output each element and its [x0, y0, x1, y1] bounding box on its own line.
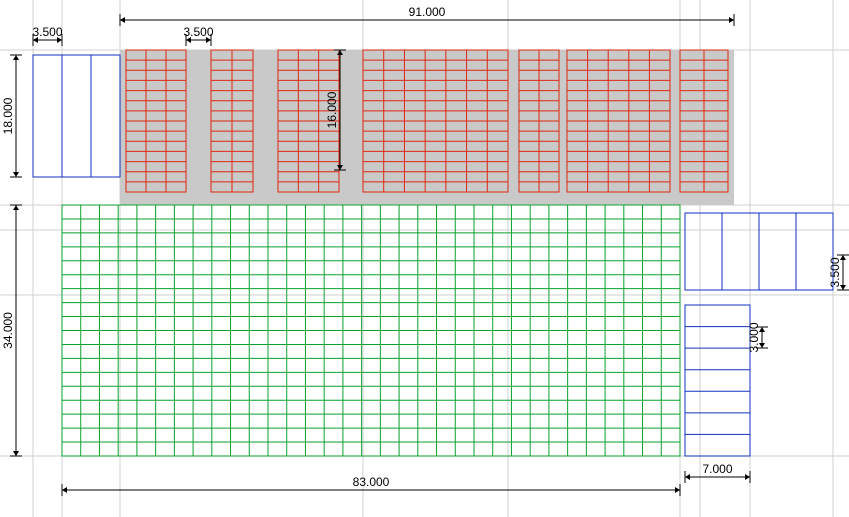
dim-label: 16.000: [325, 91, 339, 128]
dim-label: 3.000: [747, 322, 761, 352]
dim-3: 3.000: [747, 322, 768, 352]
lower-green-grid-area: [62, 205, 680, 456]
dim-label: 83.000: [353, 475, 390, 489]
dim-label: 91.000: [409, 5, 446, 19]
dim-label: 18.000: [1, 97, 15, 134]
dim-label: 3.500: [183, 25, 213, 39]
dim-34: 34.000: [1, 205, 22, 456]
blue-right-upper-block: [685, 213, 833, 290]
dim-label: 34.000: [1, 312, 15, 349]
dim-83: 83.000: [62, 475, 680, 496]
dim-label: 7.000: [702, 462, 732, 476]
dim-91: 91.000: [120, 5, 734, 26]
dim-label: 3.500: [32, 25, 62, 39]
dim-18: 18.000: [1, 55, 22, 177]
dim-7: 7.000: [685, 462, 750, 483]
dim-3_5b: 3.500: [183, 25, 213, 46]
dim-3_5a: 3.500: [32, 25, 62, 46]
blue-top-left-block: [33, 55, 120, 177]
dim-label: 3.500: [828, 257, 842, 287]
blue-right-lower-block: [685, 305, 750, 456]
dim-3_5c: 3.500: [828, 255, 849, 290]
